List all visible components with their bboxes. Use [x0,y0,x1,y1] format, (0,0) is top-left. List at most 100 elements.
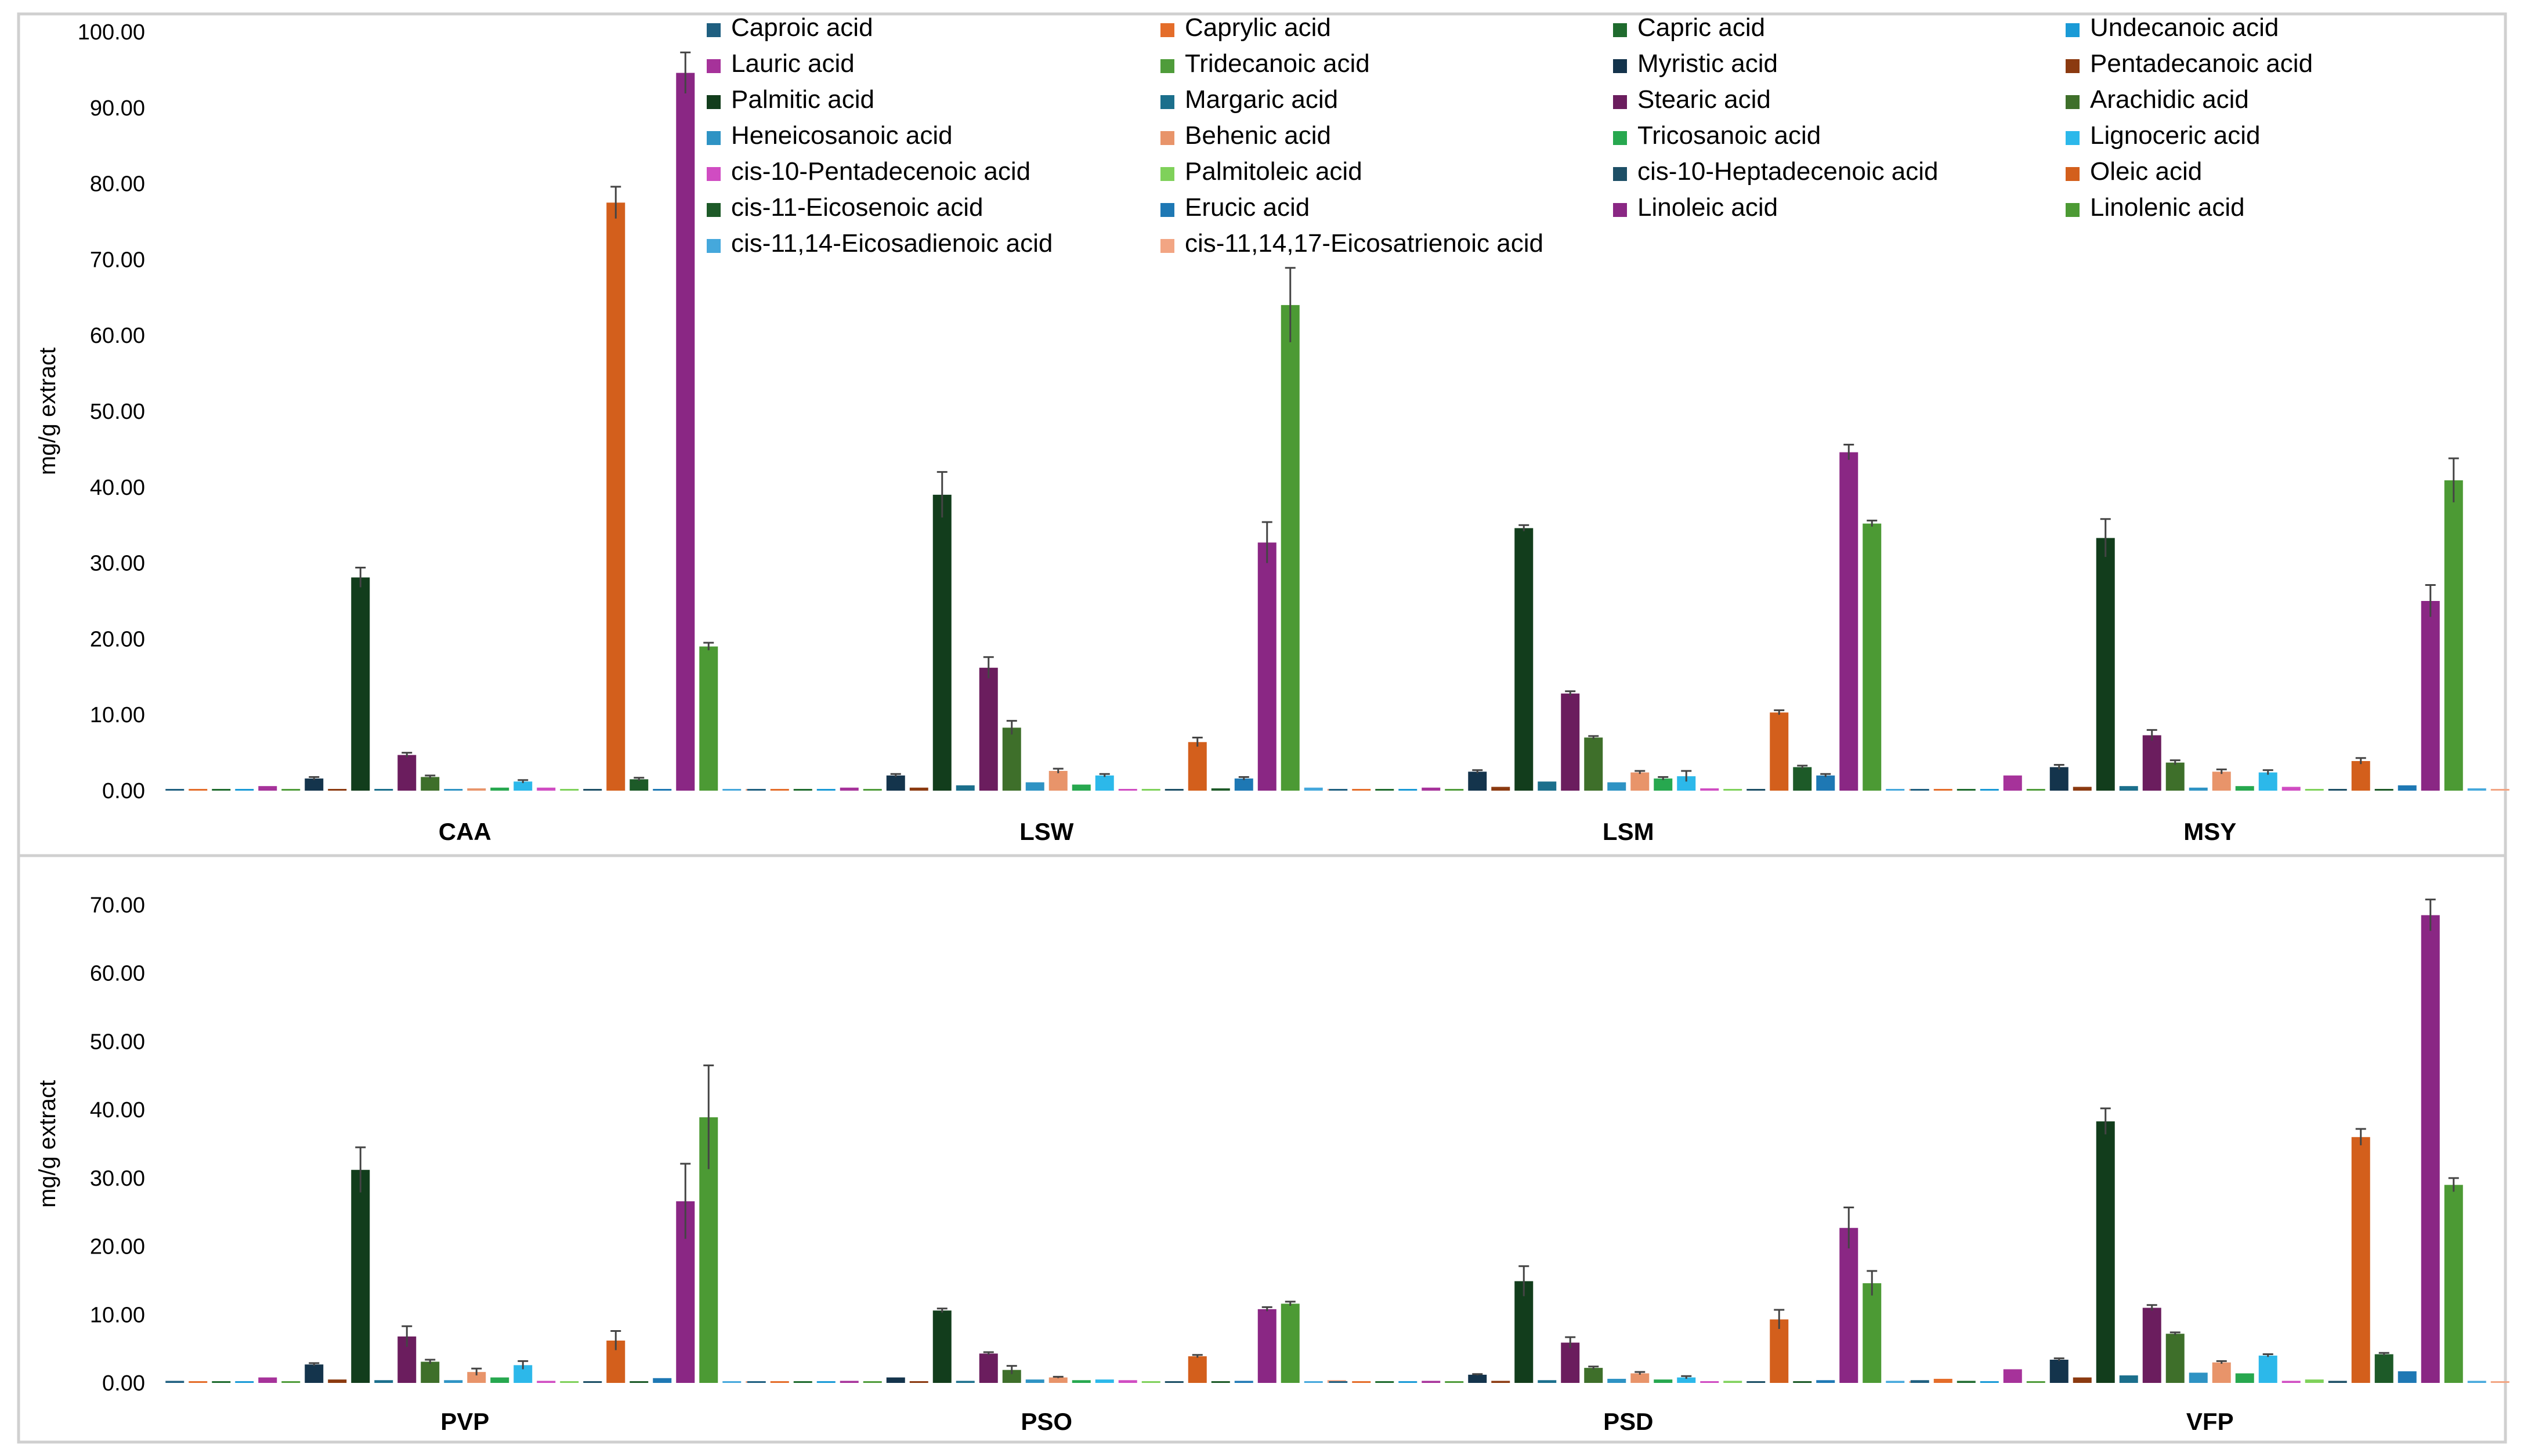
y-tick-label: 30.00 [90,552,145,576]
bar [2003,1369,2022,1383]
bar [979,668,998,791]
legend-swatch [1160,95,1174,109]
bar [2096,1121,2115,1383]
bar [1211,788,1230,791]
bar [1398,1381,1418,1383]
bar [281,789,301,791]
bar [1723,789,1742,791]
bar [258,786,277,791]
legend-swatch [2066,131,2080,145]
bar [1654,778,1673,791]
bar [1514,528,1534,791]
bar [1025,1379,1044,1383]
y-tick-label: 0.00 [102,779,145,803]
bar [932,1310,952,1383]
legend-entry: Lauric acid [731,49,855,78]
y-tick-label: 60.00 [90,324,145,348]
legend-swatch [1613,131,1627,145]
bar [2351,760,2370,791]
bar [2026,789,2045,791]
bar [1538,781,1557,791]
bar [863,1381,882,1383]
y-tick-label: 80.00 [90,172,145,197]
legend-swatch [707,239,721,253]
chart-panel-top: 0.00 10.00 20.00 30.00 40.00 50.00 60.00 70.00 8… [35,20,2509,845]
bar [816,789,836,791]
legend-swatch [707,131,721,145]
bar [305,778,324,791]
bar [1118,789,1137,791]
legend-swatch [1160,59,1174,73]
bar [2258,772,2277,791]
y-tick-label: 20.00 [90,1235,145,1259]
bar [793,1381,812,1383]
bar [816,1381,836,1383]
legend-swatch [1613,203,1627,217]
bar [1352,789,1371,791]
bar [2212,772,2231,791]
bar [2444,1185,2463,1383]
bar [165,1381,185,1383]
bar [1839,452,1858,791]
bar [2328,789,2347,791]
legend-entry: Palmitoleic acid [1185,157,1362,186]
bar [2467,788,2486,791]
bar [1839,1227,1858,1383]
bar [979,1353,998,1383]
legend-entry: Oleic acid [2090,157,2202,186]
bar [653,789,672,791]
legend-entry: Linoleic acid [1637,193,1778,222]
legend-entry: Pentadecanoic acid [2090,49,2313,78]
bar [1445,1381,1464,1383]
bar [281,1381,301,1383]
legend-entry: Linolenic acid [2090,193,2245,222]
bar [328,1379,347,1383]
bar [722,789,742,791]
bar [886,775,905,791]
y-tick-label: 30.00 [90,1167,145,1191]
legend-entry: Erucic acid [1185,193,1310,222]
bar [1234,778,1253,791]
bar [932,494,952,791]
bar [1048,1377,1068,1383]
bar [1723,1381,1742,1383]
bar [2235,786,2254,791]
bar [722,1381,742,1383]
y-tick-label: 10.00 [90,1303,145,1327]
legend-swatch [1160,239,1174,253]
legend-swatch [707,95,721,109]
bar [2235,1373,2254,1383]
legend-swatch [2066,59,2080,73]
bar [1304,1381,1323,1383]
legend-entry: Tridecanoic acid [1185,49,1370,78]
bar [1816,775,1835,791]
legend-entry: Tricosanoic acid [1637,121,1821,150]
bar [840,787,859,791]
bar [1375,789,1394,791]
bar [2444,480,2463,791]
bar [444,789,463,791]
bar [1281,305,1300,791]
bar [1886,1381,1905,1383]
bar [1002,727,1021,791]
bar [1072,1380,1091,1383]
bar [1141,1381,1160,1383]
bar [212,1381,231,1383]
bar [1048,770,1068,791]
bar [2049,1359,2069,1383]
bar [351,1169,370,1383]
bar [1422,787,1441,791]
bar [606,202,625,791]
bar [1980,1381,1999,1383]
bar [2096,538,2115,791]
bar [374,789,393,791]
y-tick-label: 90.00 [90,96,145,121]
bar [2328,1381,2347,1383]
bar [1491,787,1510,791]
bar [2142,735,2161,791]
bar [1910,789,1929,791]
y-tick-label: 50.00 [90,1030,145,1054]
bar [840,1381,859,1383]
bar [1118,1380,1137,1383]
